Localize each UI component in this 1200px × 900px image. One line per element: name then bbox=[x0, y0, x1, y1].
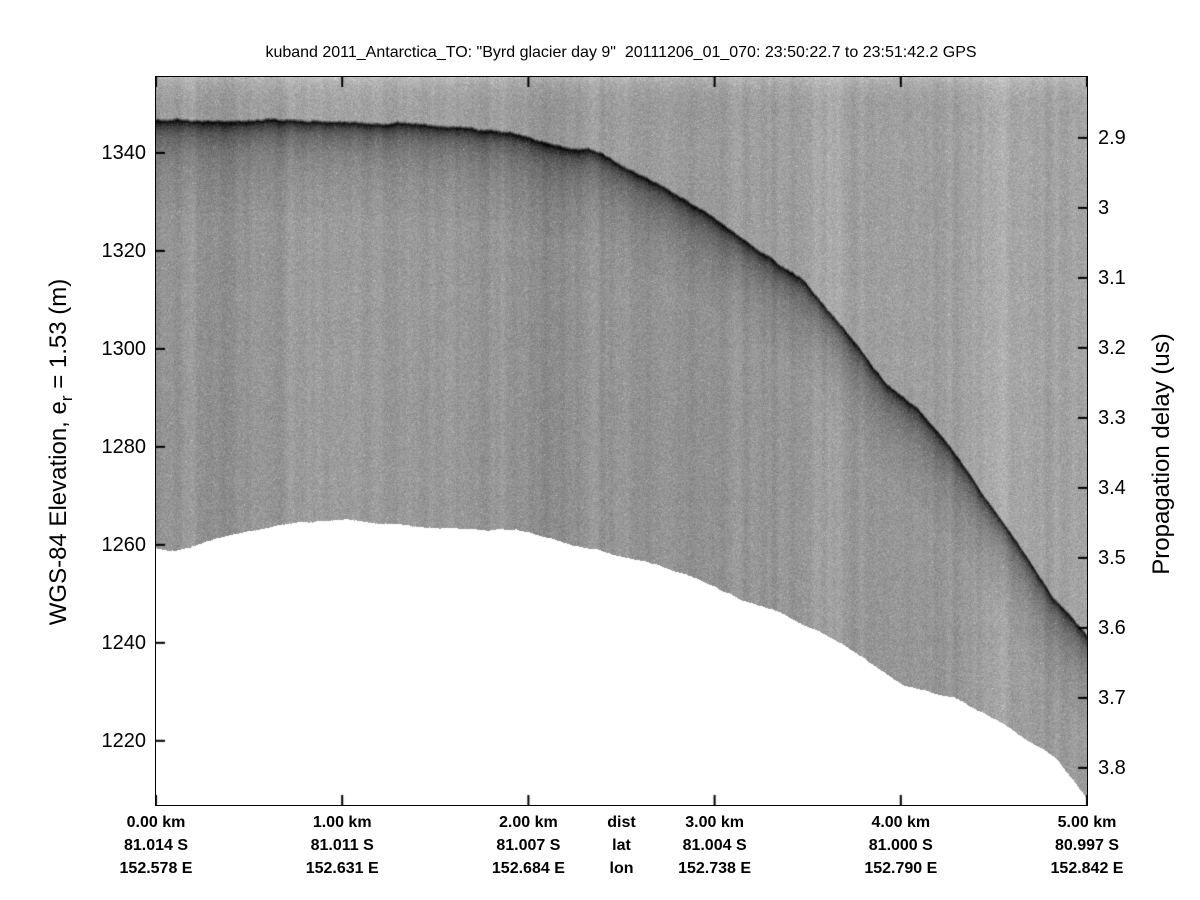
x-tick-column-row-lat: 81.004 S bbox=[682, 837, 747, 854]
right-tick-label: 3.6 bbox=[1098, 616, 1126, 639]
x-tick-column-row-lat: 81.000 S bbox=[868, 837, 933, 854]
x-axis-row-header-row-lat: lat bbox=[612, 837, 631, 854]
left-tick-label: 1320 bbox=[101, 239, 147, 262]
x-tick-column-row-lon: 152.738 E bbox=[678, 860, 752, 877]
x-axis-row-header: dist lat lon bbox=[552, 811, 692, 880]
x-tick-column-row-lon: 152.631 E bbox=[305, 860, 379, 877]
right-tick-label: 3.1 bbox=[1098, 266, 1126, 289]
x-tick-column-row-lat: 81.014 S bbox=[123, 837, 189, 854]
left-axis-label-subscript: r bbox=[56, 395, 76, 402]
left-tick-label: 1280 bbox=[101, 435, 147, 458]
left-tick-label: 1260 bbox=[101, 533, 147, 556]
left-tick-label: 1240 bbox=[101, 631, 147, 654]
x-tick-column: 2.00 km 81.007 S 152.684 E bbox=[458, 811, 598, 880]
x-tick-column-row-dist: 1.00 km bbox=[312, 814, 372, 831]
x-axis-row-header-row-dist: dist bbox=[607, 814, 636, 831]
x-tick-column: 3.00 km 81.004 S 152.738 E bbox=[645, 811, 785, 880]
x-tick-column: 1.00 km 81.011 S 152.631 E bbox=[272, 811, 412, 880]
x-tick-column-row-lat: 80.997 S bbox=[1054, 837, 1120, 854]
right-tick-label: 3.7 bbox=[1098, 686, 1126, 709]
x-tick-column-row-dist: 2.00 km bbox=[499, 814, 558, 831]
x-tick-column-row-dist: 4.00 km bbox=[871, 814, 931, 831]
x-tick-column-row-lon: 152.790 E bbox=[864, 860, 938, 877]
x-tick-column-row-lat: 81.011 S bbox=[310, 837, 374, 854]
echogram-canvas bbox=[156, 77, 1087, 805]
echogram-plot bbox=[155, 76, 1088, 806]
x-tick-column-row-lon: 152.578 E bbox=[119, 860, 193, 877]
x-tick-column: 0.00 km 81.014 S 152.578 E bbox=[86, 811, 226, 880]
right-tick-label: 3.4 bbox=[1098, 476, 1126, 499]
plot-title: kuband 2011_Antarctica_TO: "Byrd glacier… bbox=[265, 44, 977, 61]
x-tick-column-row-lat: 81.007 S bbox=[496, 837, 561, 854]
left-tick-label: 1220 bbox=[101, 729, 147, 752]
right-tick-label: 2.9 bbox=[1098, 126, 1126, 149]
x-tick-column-row-lon: 152.842 E bbox=[1050, 860, 1124, 877]
right-tick-label: 3.3 bbox=[1098, 406, 1126, 429]
x-tick-column-row-dist: 5.00 km bbox=[1057, 814, 1117, 831]
left-tick-label: 1300 bbox=[101, 337, 147, 360]
x-tick-column-row-dist: 0.00 km bbox=[126, 814, 186, 831]
x-tick-column: 5.00 km 80.997 S 152.842 E bbox=[1017, 811, 1157, 880]
right-tick-label: 3.8 bbox=[1098, 756, 1126, 779]
right-tick-label: 3.5 bbox=[1098, 546, 1126, 569]
right-tick-label: 3 bbox=[1098, 196, 1110, 219]
x-axis-row-header-row-lon: lon bbox=[609, 860, 634, 877]
x-tick-column-row-dist: 3.00 km bbox=[685, 814, 744, 831]
left-tick-label: 1340 bbox=[101, 141, 147, 164]
x-tick-column-row-lon: 152.684 E bbox=[491, 860, 565, 877]
right-tick-label: 3.2 bbox=[1098, 336, 1126, 359]
x-tick-column: 4.00 km 81.000 S 152.790 E bbox=[831, 811, 971, 880]
